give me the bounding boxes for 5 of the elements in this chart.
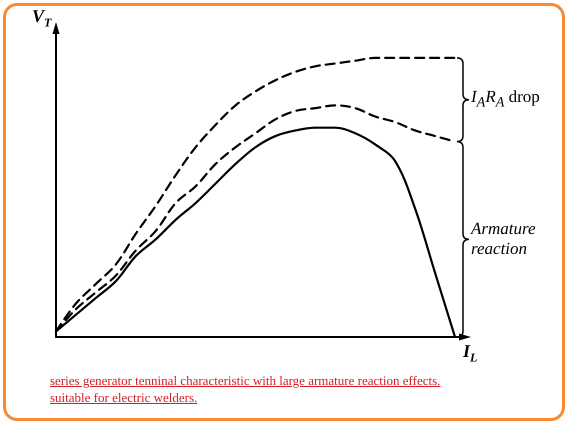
text: Armature reaction [471,219,536,258]
text: series generator tenninal characteristic with large armature reaction effects. suitable for electric welders. [50,372,442,406]
y-axis-title: V$_{T}$ [32,6,52,31]
x-axis-title: I$_{L}$ [463,341,478,366]
text: I$_{A}$R$_{A}$ drop [471,87,541,113]
